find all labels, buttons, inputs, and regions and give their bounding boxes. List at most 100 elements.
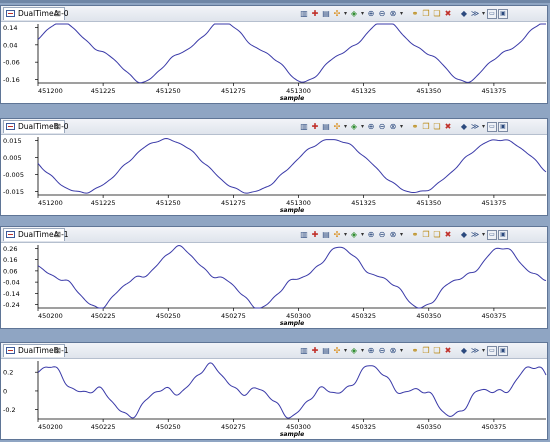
minimize-icon[interactable]: ▭ — [487, 229, 497, 240]
maximize-icon[interactable]: ▣ — [498, 229, 508, 240]
dropdown-arrow-icon[interactable]: ▾ — [360, 346, 364, 354]
properties-icon[interactable]: ✚ — [311, 229, 319, 239]
copy-all-icon[interactable]: ❏ — [433, 229, 441, 239]
more-icon[interactable]: ≫ — [470, 121, 480, 131]
view-tab[interactable]: DualTimeB -1 ⊠ — [3, 344, 69, 357]
dropdown-arrow-icon[interactable]: ▾ — [399, 9, 403, 17]
table-icon[interactable]: ▤ — [322, 229, 330, 239]
cursor-icon[interactable]: ✣ — [333, 121, 341, 131]
y-tick-label: -0.06 — [3, 59, 20, 67]
close-icon[interactable]: ⊠ — [54, 230, 61, 239]
maximize-icon[interactable]: ▣ — [498, 345, 508, 356]
dropdown-arrow-icon[interactable]: ▾ — [343, 122, 347, 130]
y-tick-label: 0.26 — [3, 245, 17, 253]
minimize-icon[interactable]: ▭ — [487, 345, 497, 356]
zoom-in-icon[interactable]: ⊕ — [367, 8, 375, 18]
dropdown-arrow-icon[interactable]: ▾ — [343, 230, 347, 238]
link-icon[interactable]: ⚭ — [411, 8, 419, 18]
more-icon[interactable]: ≫ — [470, 345, 480, 355]
chart-axes — [37, 137, 546, 196]
copy-icon[interactable]: ❐ — [422, 345, 430, 355]
pin-icon[interactable]: ◆ — [460, 345, 468, 355]
more-icon[interactable]: ≫ — [470, 229, 480, 239]
reset-icon[interactable]: ◈ — [350, 229, 358, 239]
dropdown-arrow-icon[interactable]: ▾ — [399, 346, 403, 354]
delete-icon[interactable]: ✖ — [444, 345, 452, 355]
zoom-fit-icon[interactable]: ⊗ — [389, 8, 397, 18]
cursor-icon[interactable]: ✣ — [333, 8, 341, 18]
cursor-icon[interactable]: ✣ — [333, 229, 341, 239]
delete-icon[interactable]: ✖ — [444, 229, 452, 239]
dropdown-arrow-icon[interactable]: ▾ — [360, 9, 364, 17]
toolbar-separator — [405, 230, 409, 240]
cursor-icon[interactable]: ✣ — [333, 345, 341, 355]
chart-icon[interactable]: ▥ — [300, 8, 308, 18]
pin-icon[interactable]: ◆ — [460, 8, 468, 18]
zoom-out-icon[interactable]: ⊖ — [378, 121, 386, 131]
graph-view-icon — [6, 347, 15, 354]
dropdown-arrow-icon[interactable]: ▾ — [481, 230, 485, 238]
y-tick-label: 0.04 — [3, 41, 17, 49]
chart-icon[interactable]: ▥ — [300, 121, 308, 131]
more-icon[interactable]: ≫ — [470, 8, 480, 18]
table-icon[interactable]: ▤ — [322, 345, 330, 355]
dropdown-arrow-icon[interactable]: ▾ — [343, 346, 347, 354]
properties-icon[interactable]: ✚ — [311, 121, 319, 131]
zoom-out-icon[interactable]: ⊖ — [378, 8, 386, 18]
copy-all-icon[interactable]: ❏ — [433, 121, 441, 131]
close-icon[interactable]: ⊠ — [54, 9, 61, 18]
table-icon[interactable]: ▤ — [322, 121, 330, 131]
table-icon[interactable]: ▤ — [322, 8, 330, 18]
copy-icon[interactable]: ❐ — [422, 121, 430, 131]
copy-icon[interactable]: ❐ — [422, 8, 430, 18]
reset-icon[interactable]: ◈ — [350, 8, 358, 18]
zoom-fit-icon[interactable]: ⊗ — [389, 229, 397, 239]
y-tick-label: 0.2 — [3, 369, 13, 377]
link-icon[interactable]: ⚭ — [411, 345, 419, 355]
close-icon[interactable]: ⊠ — [54, 122, 61, 131]
reset-icon[interactable]: ◈ — [350, 121, 358, 131]
dropdown-arrow-icon[interactable]: ▾ — [481, 346, 485, 354]
maximize-icon[interactable]: ▣ — [498, 121, 508, 132]
zoom-in-icon[interactable]: ⊕ — [367, 345, 375, 355]
zoom-out-icon[interactable]: ⊖ — [378, 345, 386, 355]
x-tick-label: 451225 — [91, 199, 116, 207]
chart-icon[interactable]: ▥ — [300, 345, 308, 355]
view-tab[interactable]: DualTimeA -1 ⊠ — [3, 228, 69, 241]
close-icon[interactable]: ⊠ — [54, 346, 61, 355]
view-tab-label: DualTimeB -0 — [18, 122, 69, 131]
copy-icon[interactable]: ❐ — [422, 229, 430, 239]
delete-icon[interactable]: ✖ — [444, 8, 452, 18]
link-icon[interactable]: ⚭ — [411, 229, 419, 239]
zoom-fit-icon[interactable]: ⊗ — [389, 345, 397, 355]
dropdown-arrow-icon[interactable]: ▾ — [399, 230, 403, 238]
copy-all-icon[interactable]: ❏ — [433, 345, 441, 355]
minimize-icon[interactable]: ▭ — [487, 121, 497, 132]
view-tab[interactable]: DualTimeA -0 ⊠ — [3, 7, 69, 20]
maximize-icon[interactable]: ▣ — [498, 8, 508, 19]
dropdown-arrow-icon[interactable]: ▾ — [343, 9, 347, 17]
chart-icon[interactable]: ▥ — [300, 229, 308, 239]
properties-icon[interactable]: ✚ — [311, 345, 319, 355]
waveform-line — [37, 362, 547, 419]
zoom-in-icon[interactable]: ⊕ — [367, 229, 375, 239]
zoom-in-icon[interactable]: ⊕ — [367, 121, 375, 131]
minimize-icon[interactable]: ▭ — [487, 8, 497, 19]
dropdown-arrow-icon[interactable]: ▾ — [360, 122, 364, 130]
dropdown-arrow-icon[interactable]: ▾ — [481, 122, 485, 130]
waveform-chart: 0.14 0.04 -0.06 -0.16 451200 451225 451250 4512… — [3, 23, 546, 102]
view-tab-label: DualTimeB -1 — [18, 346, 69, 355]
dropdown-arrow-icon[interactable]: ▾ — [360, 230, 364, 238]
pin-icon[interactable]: ◆ — [460, 121, 468, 131]
link-icon[interactable]: ⚭ — [411, 121, 419, 131]
copy-all-icon[interactable]: ❏ — [433, 8, 441, 18]
zoom-fit-icon[interactable]: ⊗ — [389, 121, 397, 131]
pin-icon[interactable]: ◆ — [460, 229, 468, 239]
reset-icon[interactable]: ◈ — [350, 345, 358, 355]
dropdown-arrow-icon[interactable]: ▾ — [481, 9, 485, 17]
properties-icon[interactable]: ✚ — [311, 8, 319, 18]
zoom-out-icon[interactable]: ⊖ — [378, 229, 386, 239]
delete-icon[interactable]: ✖ — [444, 121, 452, 131]
dropdown-arrow-icon[interactable]: ▾ — [399, 122, 403, 130]
view-tab[interactable]: DualTimeB -0 ⊠ — [3, 120, 69, 133]
